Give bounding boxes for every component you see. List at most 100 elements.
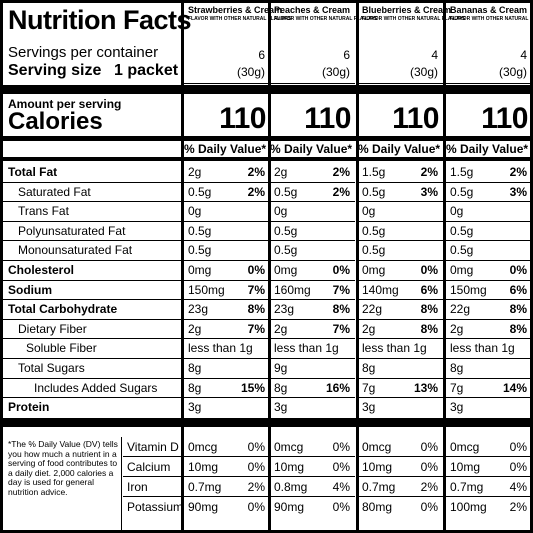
row-separator: [270, 397, 355, 398]
vitamin-percent: 0%: [332, 440, 350, 454]
calories-value: 110: [481, 102, 528, 135]
nutrient-amount: 0.5g: [450, 243, 474, 258]
vitamin-percent: 0%: [420, 440, 438, 454]
row-separator: [3, 319, 181, 320]
vitamin-percent: 0%: [420, 500, 438, 514]
nutrient-percent: 7%: [332, 321, 350, 336]
row-separator: [358, 182, 443, 183]
nutrient-amount: 1.5g: [450, 165, 474, 179]
flavor-name: Blueberries & Cream: [362, 5, 452, 15]
row-separator: [270, 182, 355, 183]
daily-value-header: % Daily Value*: [270, 142, 353, 156]
vitamin-percent: 0%: [509, 440, 527, 454]
row-separator: [358, 280, 443, 281]
panel-title: Nutrition Facts: [8, 5, 192, 35]
row-separator: [184, 221, 270, 222]
vitamin-percent: 2%: [247, 480, 265, 494]
calories-value: 110: [304, 102, 351, 135]
row-separator: [358, 240, 443, 241]
nutrient-amount: 8g: [450, 361, 464, 375]
row-separator: [3, 397, 181, 398]
flavor-subtitle: FLAVOR WITH OTHER NATURAL FLAVORS: [362, 16, 466, 22]
nutrient-amount: 0.5g: [362, 243, 386, 258]
vitamin-amount: 0mcg: [362, 440, 392, 454]
servings-value: 6: [258, 48, 265, 62]
nutrient-percent: 8%: [332, 302, 350, 317]
column-divider: [268, 3, 271, 530]
vitamin-percent: 2%: [509, 500, 527, 514]
nutrient-percent: 8%: [509, 321, 527, 336]
nutrient-amount: 0.5g: [188, 223, 212, 238]
row-separator: [358, 201, 443, 202]
row-separator: [184, 397, 270, 398]
vitamin-separator: [270, 456, 355, 457]
row-separator: [270, 260, 355, 261]
vitamin-separator: [123, 476, 181, 477]
nutrient-label: Total Fat: [8, 165, 58, 179]
row-separator: [270, 338, 355, 339]
nutrient-amount: less than 1g: [274, 341, 339, 356]
nutrient-amount: 2g: [274, 321, 288, 336]
row-separator: [184, 299, 270, 300]
nutrient-amount: 8g: [362, 361, 376, 375]
calories-value: 110: [392, 102, 439, 135]
row-separator: [184, 240, 270, 241]
vitamin-separator: [358, 476, 443, 477]
row-separator: [270, 358, 355, 359]
servings-per-container-label: Servings per container: [8, 44, 159, 61]
flavor-name: Bananas & Cream: [450, 5, 528, 15]
nutrient-amount: 23g: [274, 302, 295, 317]
vitamin-amount: 90mg: [274, 500, 305, 514]
row-separator: [358, 260, 443, 261]
row-separator: [3, 299, 181, 300]
row-separator: [358, 319, 443, 320]
nutrient-amount: 8g: [274, 380, 288, 395]
nutrient-percent: 16%: [325, 380, 350, 395]
nutrient-amount: 160mg: [274, 282, 311, 297]
row-separator: [3, 378, 181, 379]
nutrient-label: Trans Fat: [18, 204, 69, 219]
row-separator: [184, 201, 270, 202]
nutrient-label: Total Carbohydrate: [8, 302, 118, 317]
nutrient-amount: 0.5g: [450, 184, 474, 199]
header-separator: [446, 83, 532, 84]
vitamin-amount: 90mg: [188, 500, 219, 514]
nutrient-amount: 0g: [450, 204, 464, 219]
column-divider: [356, 3, 359, 530]
vitamin-percent: 0%: [420, 460, 438, 474]
flavor-name: Peaches & Cream: [274, 5, 351, 15]
nutrient-percent: 2%: [332, 165, 350, 179]
nutrient-amount: 23g: [188, 302, 209, 317]
header-separator: [358, 83, 443, 84]
nutrient-amount: less than 1g: [362, 341, 427, 356]
nutrient-percent: 0%: [509, 263, 527, 277]
vitamin-label: Calcium: [127, 460, 171, 474]
nutrient-amount: 0.5g: [362, 184, 386, 199]
calories-value: 110: [219, 102, 266, 135]
vitamin-separator: [123, 496, 181, 497]
row-separator: [3, 358, 181, 359]
nutrient-amount: 7g: [450, 380, 464, 395]
flavor-name: Strawberries & Cream: [188, 5, 283, 15]
row-separator: [3, 280, 181, 281]
vitamin-percent: 0%: [332, 460, 350, 474]
nutrient-amount: 0mg: [274, 263, 298, 277]
nutrient-percent: 15%: [240, 380, 265, 395]
nutrient-percent: 13%: [413, 380, 438, 395]
serving-size-grams: (30g): [236, 65, 265, 79]
nutrient-percent: 7%: [332, 282, 350, 297]
nutrient-amount: 150mg: [188, 282, 225, 297]
vitamin-amount: 0mcg: [274, 440, 304, 454]
flavor-subtitle: FLAVOR WITH OTHER NATURAL FLAVORS: [450, 16, 533, 22]
nutrient-label: Monounsaturated Fat: [18, 243, 133, 258]
nutrient-amount: 2g: [362, 321, 376, 336]
nutrient-percent: 6%: [420, 282, 438, 297]
nutrient-amount: 0.5g: [274, 223, 298, 238]
nutrient-amount: 2g: [188, 321, 202, 336]
nutrient-percent: 8%: [420, 302, 438, 317]
vitamin-percent: 0%: [247, 440, 265, 454]
nutrient-amount: 3g: [450, 400, 464, 415]
row-separator: [358, 221, 443, 222]
nutrient-percent: 2%: [247, 184, 265, 199]
